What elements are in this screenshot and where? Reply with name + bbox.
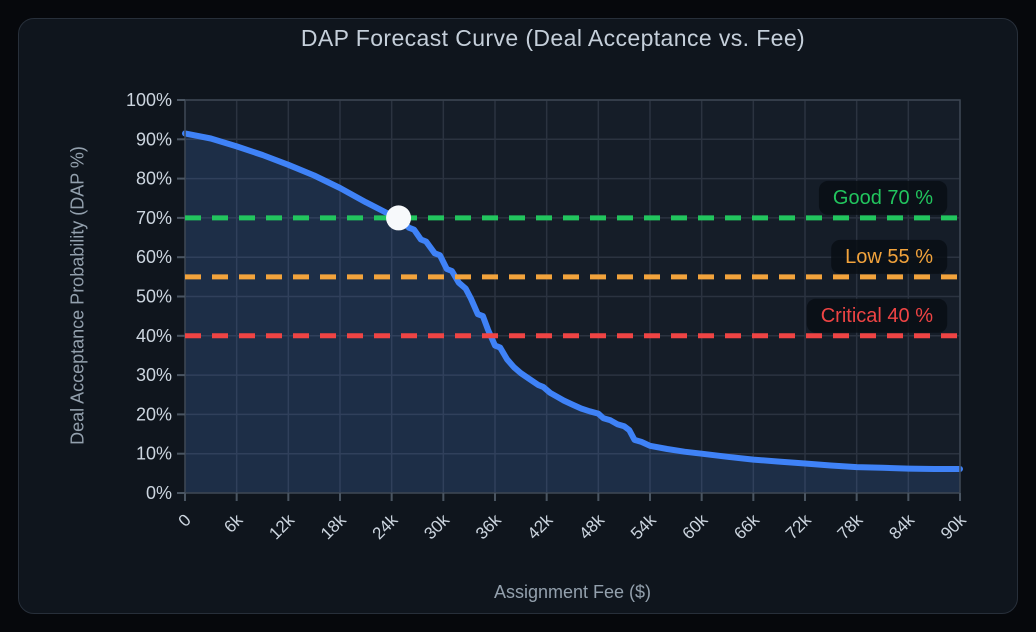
x-tick-label-36k: 36k <box>472 510 505 543</box>
y-tick-label-50%: 50% <box>136 287 172 307</box>
threshold-pill-low <box>831 239 948 274</box>
x-tick-label-42k: 42k <box>524 510 557 543</box>
x-tick-label-18k: 18k <box>317 510 350 543</box>
y-tick-label-60%: 60% <box>136 247 172 267</box>
x-tick-label-0: 0 <box>175 510 195 530</box>
x-tick-label-24k: 24k <box>369 510 402 543</box>
y-tick-label-0%: 0% <box>146 483 172 503</box>
x-tick-label-48k: 48k <box>575 510 608 543</box>
y-tick-label-20%: 20% <box>136 404 172 424</box>
threshold-label-critical: Critical 40 % <box>821 305 933 327</box>
x-tick-label-84k: 84k <box>885 510 918 543</box>
y-tick-label-90%: 90% <box>136 129 172 149</box>
y-tick-label-10%: 10% <box>136 444 172 464</box>
chart-title: DAP Forecast Curve (Deal Acceptance vs. … <box>300 25 806 51</box>
x-tick-label-90k: 90k <box>937 510 970 543</box>
y-tick-label-70%: 70% <box>136 208 172 228</box>
y-tick-label-40%: 40% <box>136 326 172 346</box>
y-tick-label-80%: 80% <box>136 169 172 189</box>
threshold-label-low: Low 55 % <box>845 246 933 268</box>
threshold-pill-critical <box>806 298 948 333</box>
x-axis-title: Assignment Fee ($) <box>493 582 652 602</box>
y-tick-label-30%: 30% <box>136 365 172 385</box>
curve-area <box>185 133 960 493</box>
x-tick-label-60k: 60k <box>679 510 712 543</box>
y-tick-label-100%: 100% <box>126 90 172 110</box>
x-tick-label-30k: 30k <box>420 510 453 543</box>
marker-dot[interactable] <box>386 205 412 231</box>
x-tick-label-54k: 54k <box>627 510 660 543</box>
x-tick-label-6k: 6k <box>220 510 246 536</box>
x-tick-label-12k: 12k <box>265 510 298 543</box>
threshold-label-good: Good 70 % <box>833 187 933 209</box>
x-tick-label-66k: 66k <box>730 510 763 543</box>
x-tick-label-72k: 72k <box>782 510 815 543</box>
threshold-pill-good <box>818 180 948 215</box>
x-tick-label-78k: 78k <box>834 510 867 543</box>
